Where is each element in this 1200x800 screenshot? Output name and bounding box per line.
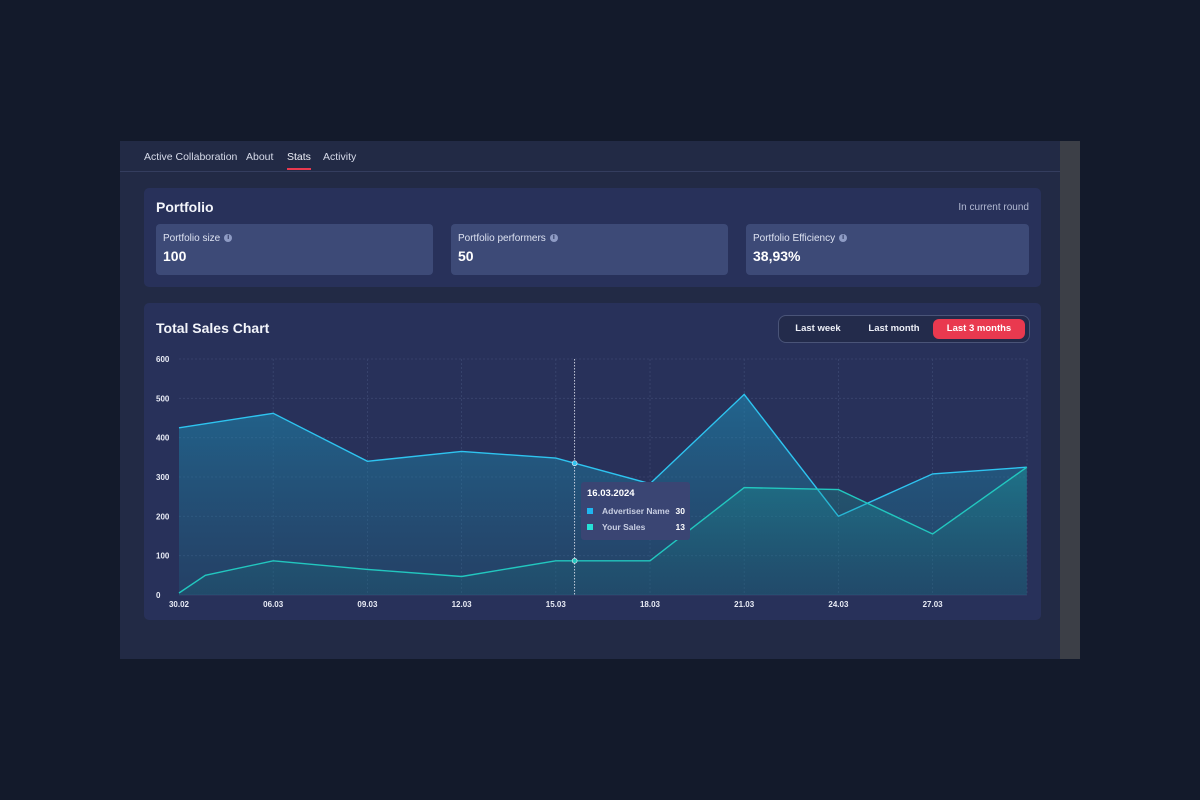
x-tick-label: 27.03 [923,600,944,609]
y-tick-label: 200 [156,512,170,521]
tab-stats[interactable]: Stats [287,151,311,163]
tooltip-series-name: Your Sales [602,522,646,532]
tooltip-series-value: 13 [675,522,685,532]
stat-label: Portfolio size i [163,233,233,244]
info-icon[interactable]: i [839,234,848,243]
scrollbar[interactable] [1060,141,1080,659]
y-tick-label: 400 [156,434,170,443]
tooltip-row-advertiser: Advertiser Name 30 [587,506,685,516]
stat-value: 50 [458,248,474,264]
portfolio-card: Portfolio In current round Portfolio siz… [144,188,1041,287]
y-tick-label: 100 [156,552,170,561]
range-last-month-button[interactable]: Last month [868,323,920,334]
sales-chart: 0 100 200 300 400 500 600 30.02 06.03 09.03 12.03 1… [156,355,1028,609]
portfolio-round-label: In current round [958,202,1029,213]
y-tick-label: 300 [156,473,170,482]
stat-portfolio-size: Portfolio size i 100 [156,224,433,275]
tooltip-swatch [587,524,593,530]
stat-label-text: Portfolio Efficiency [753,233,836,244]
stat-value: 100 [163,248,187,264]
portfolio-title: Portfolio [156,199,214,215]
x-tick-label: 30.02 [169,600,190,609]
x-tick-label: 09.03 [357,600,378,609]
range-last-week-button[interactable]: Last week [795,323,841,334]
series-line-your-sales [178,466,1028,594]
y-tick-label: 600 [156,355,170,364]
stat-label: Portfolio performers i [458,233,558,244]
range-last-3-months-button[interactable]: Last 3 months [933,319,1025,339]
range-selector: Last week Last month Last 3 months [778,315,1030,343]
x-tick-label: 24.03 [828,600,849,609]
series-area-your-sales [179,467,1027,595]
info-icon[interactable]: i [549,234,558,243]
x-tick-label: 06.03 [263,600,284,609]
tab-about[interactable]: About [246,151,274,163]
x-tick-label: 12.03 [452,600,473,609]
sales-chart-title: Total Sales Chart [156,320,270,336]
stat-label-text: Portfolio size [163,233,221,244]
crosshair-point [571,557,578,564]
x-tick-label: 15.03 [546,600,567,609]
chart-tooltip: 16.03.2024 Advertiser Name 30 Your Sales… [581,482,690,540]
active-tab-indicator [287,168,311,170]
tab-activity[interactable]: Activity [323,151,357,163]
tab-bar: Active Collaboration About Stats Activit… [120,141,1060,172]
y-tick-label: 500 [156,394,170,403]
tooltip-series-value: 30 [675,506,685,516]
stat-label-text: Portfolio performers [458,233,546,244]
x-tick-label: 18.03 [640,600,661,609]
tooltip-swatch [587,508,593,514]
x-tick-label: 21.03 [734,600,755,609]
tooltip-series-name: Advertiser Name [602,506,670,516]
stat-value: 38,93% [753,248,801,264]
crosshair-point [571,460,578,467]
tooltip-row-your-sales: Your Sales 13 [587,522,685,532]
app-window: Active Collaboration About Stats Activit… [120,141,1060,659]
info-icon[interactable]: i [224,234,233,243]
y-tick-label: 0 [156,591,161,600]
tab-active-collaboration[interactable]: Active Collaboration [144,151,238,163]
tooltip-date: 16.03.2024 [587,488,635,499]
stat-label: Portfolio Efficiency i [753,233,848,244]
stat-portfolio-efficiency: Portfolio Efficiency i 38,93% [746,224,1029,275]
stat-portfolio-performers: Portfolio performers i 50 [451,224,728,275]
